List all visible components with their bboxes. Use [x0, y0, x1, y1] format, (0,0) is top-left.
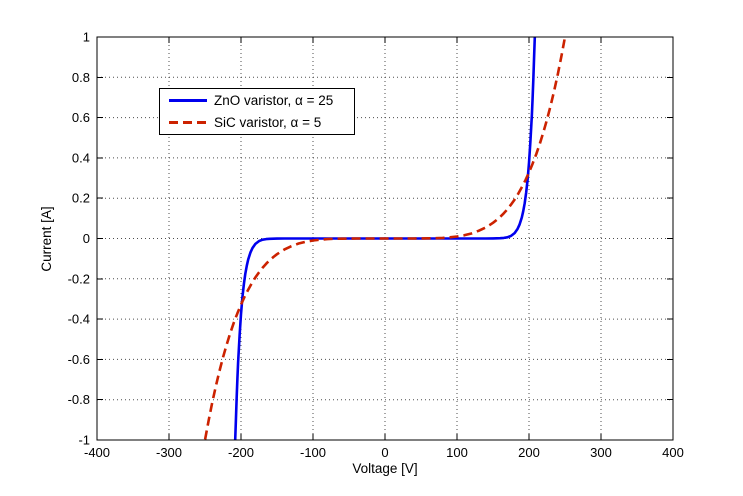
y-tick-label: -0.4 [68, 312, 90, 327]
legend-line-sample-sic [169, 121, 207, 124]
y-axis-label: Current [A] [39, 206, 54, 272]
y-tick-label: 0.8 [72, 70, 90, 85]
y-tick-label: 1 [83, 30, 90, 45]
curve-series-1 [203, 37, 567, 440]
legend-label-sic: SiC varistor, α = 5 [214, 115, 322, 130]
x-tick-label: -400 [84, 445, 110, 460]
x-tick-label: -200 [228, 445, 254, 460]
legend-label-zno: ZnO varistor, α = 25 [214, 93, 334, 108]
x-tick-label: 300 [590, 445, 612, 460]
x-tick-label: -100 [300, 445, 326, 460]
y-tick-label: 0.2 [72, 191, 90, 206]
y-tick-label: -0.2 [68, 271, 90, 286]
x-tick-label: 400 [662, 445, 684, 460]
x-tick-label: -300 [156, 445, 182, 460]
legend: ZnO varistor, α = 25 SiC varistor, α = 5 [159, 88, 355, 135]
y-tick-label: -0.6 [68, 352, 90, 367]
y-tick-label: 0 [83, 231, 90, 246]
y-tick-label: -0.8 [68, 392, 90, 407]
legend-item-sic: SiC varistor, α = 5 [169, 112, 354, 133]
x-tick-label: 200 [518, 445, 540, 460]
y-tick-label: -1 [78, 433, 90, 448]
x-axis-label: Voltage [V] [352, 461, 418, 476]
legend-item-zno: ZnO varistor, α = 25 [169, 90, 354, 111]
x-tick-label: 0 [381, 445, 388, 460]
legend-line-sample-zno [169, 99, 207, 102]
x-tick-label: 100 [446, 445, 468, 460]
y-tick-label: 0.6 [72, 110, 90, 125]
y-tick-label: 0.4 [72, 150, 90, 165]
